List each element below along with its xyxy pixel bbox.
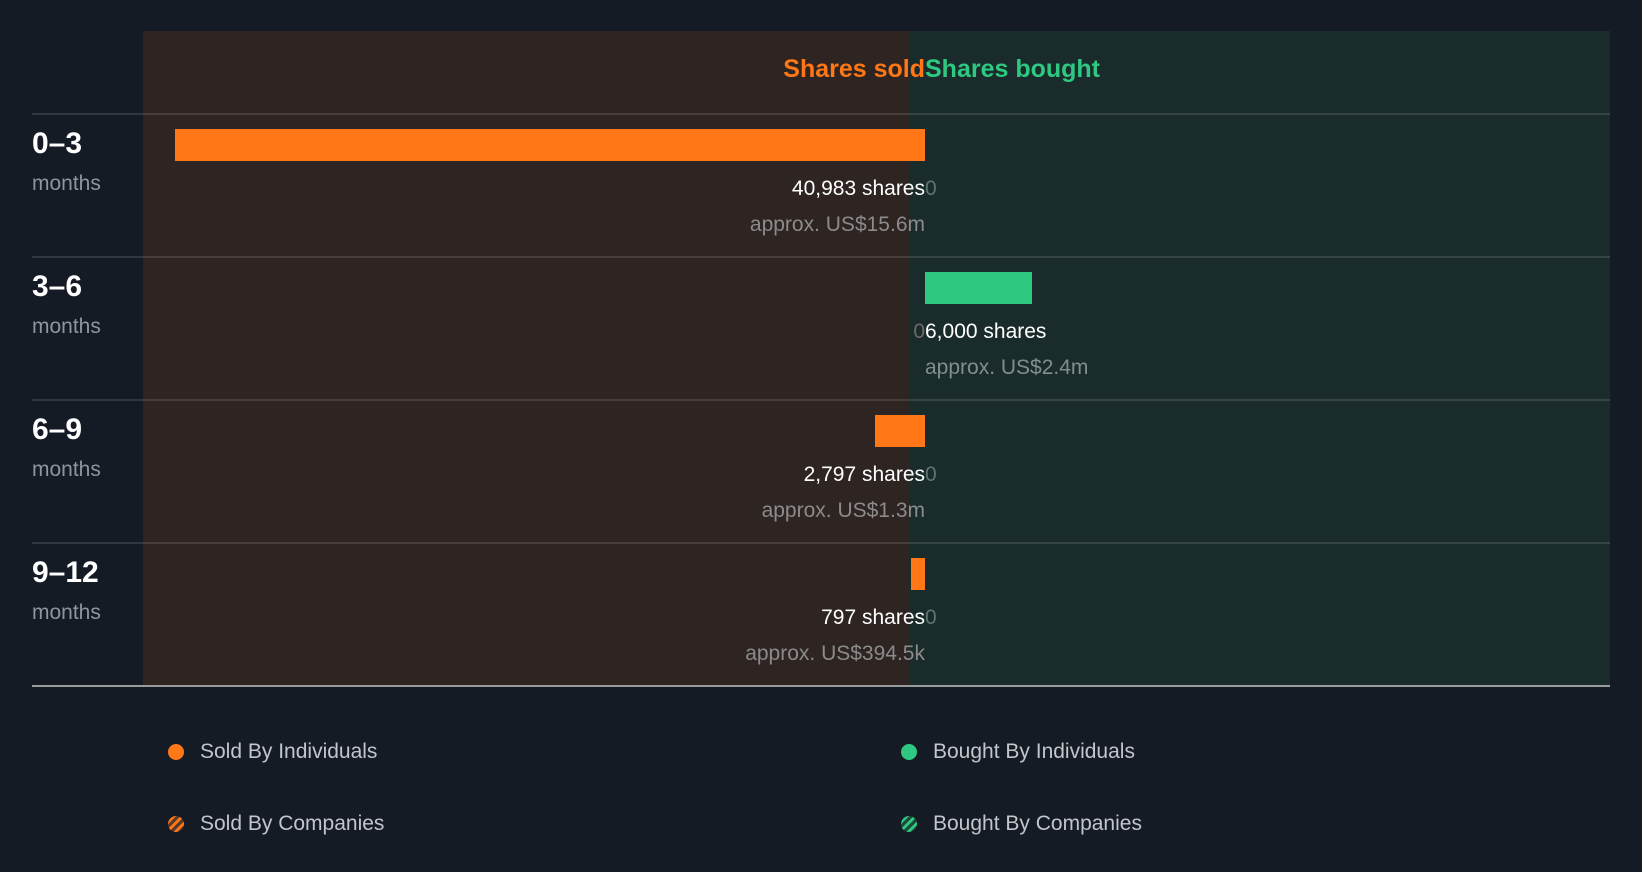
period-range: 6–9 [32,413,83,446]
bought-cell: 0 [925,401,1625,542]
insider-trading-chart: Shares sold Shares bought 0–3 months 40,… [32,31,1610,687]
legend-bought-by-companies[interactable]: Bought By Companies [901,812,1142,836]
bought-cell: 0 [925,544,1625,685]
period-row-9-12: 9–12 months 797 shares approx. US$394.5k… [32,542,1610,687]
sold-cell: 2,797 shares approx. US$1.3m [175,401,925,542]
sold-approx-value: approx. US$15.6m [749,213,925,236]
bought-cell: 0 [925,115,1625,256]
period-row-6-9: 6–9 months 2,797 shares approx. US$1.3m … [32,399,1610,542]
sold-bar[interactable] [911,558,925,590]
sold-approx-value: approx. US$394.5k [745,642,925,665]
sold-shares-count: 40,983 shares [791,177,925,200]
green-dot-icon [901,744,917,760]
shares-bought-heading: Shares bought [925,55,1101,83]
orange-striped-dot-icon [168,816,184,832]
period-range: 9–12 [32,556,99,589]
sold-bar[interactable] [875,415,925,447]
bought-column-background [909,31,1610,687]
legend-sold-by-individuals[interactable]: Sold By Individuals [168,740,377,764]
period-row-0-3: 0–3 months 40,983 shares approx. US$15.6… [32,113,1610,256]
bought-cell: 6,000 shares approx. US$2.4m [925,258,1625,399]
sold-zero-value: 0 [913,320,925,343]
sold-shares-count: 797 shares [821,606,925,629]
bought-bar[interactable] [925,272,1032,304]
period-range: 0–3 [32,127,83,160]
legend-sold-by-companies[interactable]: Sold By Companies [168,812,384,836]
legend-label: Sold By Companies [200,812,385,835]
period-range: 3–6 [32,270,83,303]
sold-approx-value: approx. US$1.3m [761,499,925,522]
legend-bought-by-individuals[interactable]: Bought By Individuals [901,740,1135,764]
period-unit: months [32,601,101,624]
bought-zero-value: 0 [925,463,937,486]
sold-cell: 0 [175,258,925,399]
bought-zero-value: 0 [925,606,937,629]
sold-cell: 40,983 shares approx. US$15.6m [175,115,925,256]
legend-label: Bought By Companies [933,812,1142,835]
sold-cell: 797 shares approx. US$394.5k [175,544,925,685]
shares-sold-heading: Shares sold [783,55,925,83]
bought-approx-value: approx. US$2.4m [925,356,1089,379]
period-unit: months [32,172,101,195]
bought-zero-value: 0 [925,177,937,200]
period-row-3-6: 3–6 months 0 6,000 shares approx. US$2.4… [32,256,1610,399]
orange-dot-icon [168,744,184,760]
sold-shares-count: 2,797 shares [803,463,925,486]
legend-label: Bought By Individuals [933,740,1135,763]
legend-label: Sold By Individuals [200,740,378,763]
period-unit: months [32,315,101,338]
period-unit: months [32,458,101,481]
bought-shares-count: 6,000 shares [925,320,1047,343]
green-striped-dot-icon [901,816,917,832]
sold-bar[interactable] [175,129,925,161]
chart-header: Shares sold Shares bought [32,31,1610,113]
